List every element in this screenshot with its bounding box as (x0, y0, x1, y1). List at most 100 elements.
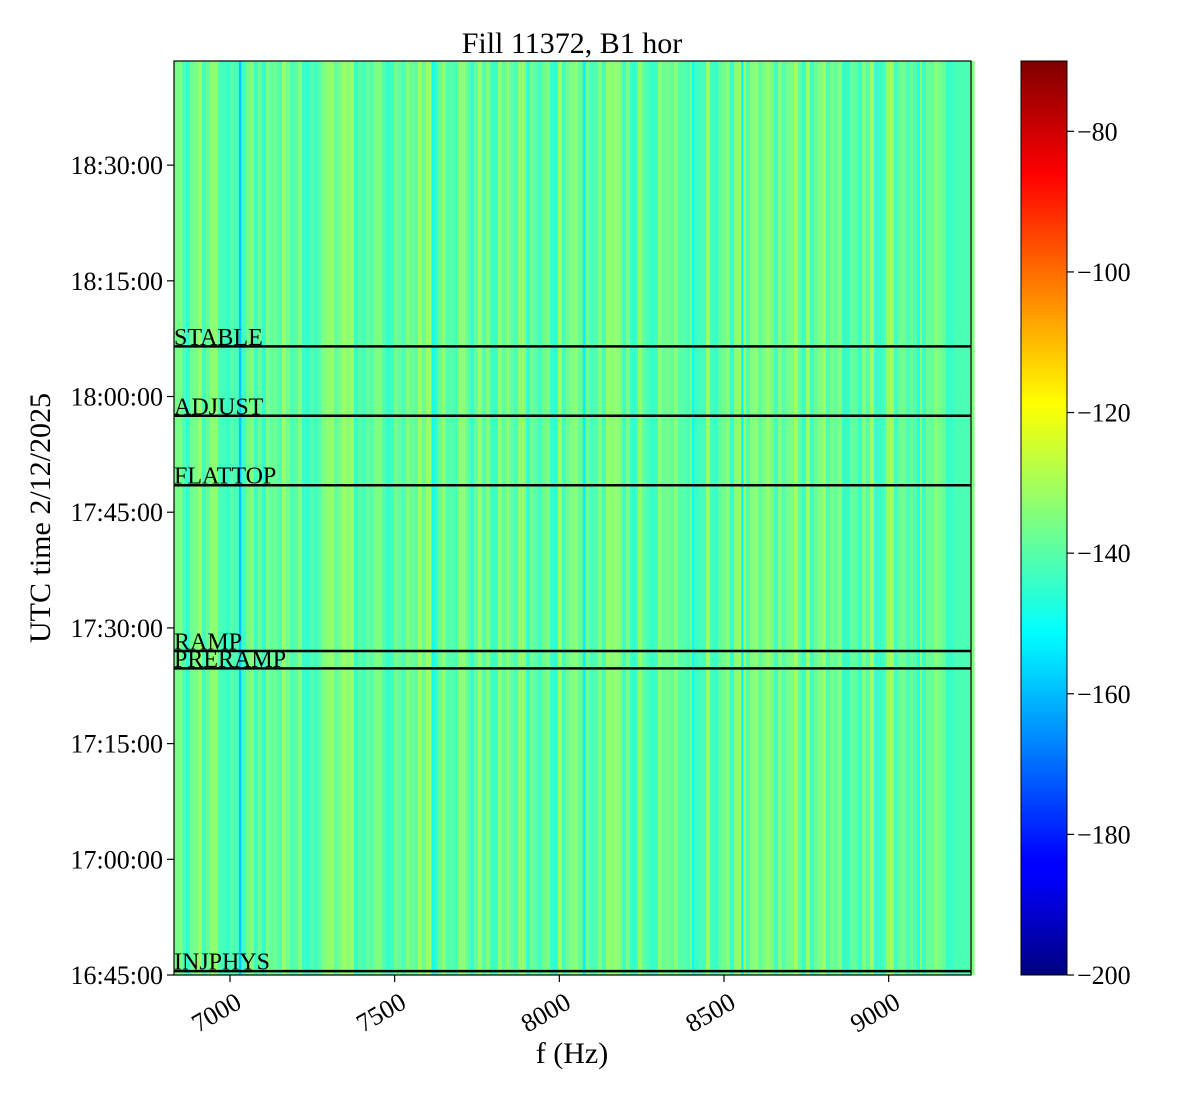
heatmap-dark-line (583, 61, 586, 975)
heatmap-column (770, 61, 775, 975)
heatmap-column (638, 61, 643, 975)
heatmap-column (734, 61, 739, 975)
heatmap-column (842, 61, 847, 975)
y-axis-label: UTC time 2/12/2025 (24, 393, 57, 643)
heatmap-column (598, 61, 603, 975)
heatmap-column (802, 61, 807, 975)
heatmap-column (406, 61, 411, 975)
heatmap-column (250, 61, 255, 975)
heatmap-column (346, 61, 351, 975)
colorbar-tick-label: −80 (1077, 117, 1118, 146)
heatmap-column (498, 61, 503, 975)
heatmap-column (578, 61, 583, 975)
heatmap-column (310, 61, 315, 975)
heatmap-column (270, 61, 275, 975)
heatmap-column (290, 61, 295, 975)
heatmap-column (962, 61, 967, 975)
heatmap-column (466, 61, 471, 975)
heatmap-column (230, 61, 235, 975)
heatmap-dark-line (431, 61, 435, 975)
heatmap-column (610, 61, 615, 975)
heatmap-column (858, 61, 863, 975)
heatmap-column (614, 61, 619, 975)
heatmap-column (390, 61, 395, 975)
heatmap-column (534, 61, 539, 975)
heatmap-column (866, 61, 871, 975)
colorbar-tick-label: −160 (1077, 680, 1131, 709)
heatmap-column (590, 61, 595, 975)
heatmap-dark-line (238, 61, 242, 975)
heatmap-column (550, 61, 555, 975)
heatmap-column (650, 61, 655, 975)
heatmap-column (794, 61, 799, 975)
heatmap-column (382, 61, 387, 975)
heatmap-column (198, 61, 203, 975)
heatmap-column (294, 61, 299, 975)
heatmap-column (286, 61, 291, 975)
heatmap-column (374, 61, 379, 975)
heatmap-column (478, 61, 483, 975)
heatmap-column (698, 61, 703, 975)
heatmap-column (566, 61, 571, 975)
heatmap-column (618, 61, 623, 975)
heatmap-column (234, 61, 239, 975)
heatmap-column (254, 61, 259, 975)
heatmap-column (586, 61, 591, 975)
heatmap-column (214, 61, 219, 975)
heatmap-column (190, 61, 195, 975)
heatmap-column (602, 61, 607, 975)
heatmap-column (370, 61, 375, 975)
chart-title: Fill 11372, B1 hor (462, 27, 683, 60)
heatmap-column (834, 61, 839, 975)
heatmap-column (830, 61, 835, 975)
heatmap-column (438, 61, 443, 975)
y-tick-label: 16:45:00 (71, 961, 163, 990)
heatmap-column (906, 61, 911, 975)
heatmap-column (306, 61, 311, 975)
heatmap-column (302, 61, 307, 975)
heatmap-column (522, 61, 527, 975)
heatmap-column (658, 61, 663, 975)
heatmap-column (810, 61, 815, 975)
heatmap-column (338, 61, 343, 975)
heatmap-column (402, 61, 407, 975)
heatmap-column (798, 61, 803, 975)
heatmap-column (530, 61, 535, 975)
heatmap-column (662, 61, 667, 975)
heatmap-column (570, 61, 575, 975)
heatmap-column (646, 61, 651, 975)
heatmap-column (922, 61, 927, 975)
heatmap-column (682, 61, 687, 975)
heatmap-column (722, 61, 727, 975)
heatmap-column (790, 61, 795, 975)
event-label: FLATTOP (174, 464, 276, 490)
heatmap-column (898, 61, 903, 975)
heatmap-column (946, 61, 951, 975)
heatmap-column (914, 61, 919, 975)
heatmap-column (874, 61, 879, 975)
heatmap-column (202, 61, 207, 975)
heatmap-column (486, 61, 491, 975)
heatmap-column (750, 61, 755, 975)
colorbar-tick-label: −200 (1077, 961, 1131, 990)
heatmap-column (558, 61, 563, 975)
heatmap-column (210, 61, 215, 975)
heatmap-column (726, 61, 731, 975)
heatmap-column (930, 61, 935, 975)
heatmap-column (818, 61, 823, 975)
x-tick-label: 7000 (187, 987, 247, 1038)
heatmap-column (774, 61, 779, 975)
heatmap-column (594, 61, 599, 975)
heatmap-column (666, 61, 671, 975)
heatmap-column (538, 61, 543, 975)
heatmap-column (554, 61, 559, 975)
heatmap-column (186, 61, 191, 975)
heatmap-column (458, 61, 463, 975)
heatmap-column (514, 61, 519, 975)
heatmap-column (942, 61, 947, 975)
heatmap-column (670, 61, 675, 975)
y-tick-label: 18:00:00 (71, 383, 163, 412)
y-tick-label: 17:15:00 (71, 730, 163, 759)
heatmap-column (490, 61, 495, 975)
heatmap-column (778, 61, 783, 975)
